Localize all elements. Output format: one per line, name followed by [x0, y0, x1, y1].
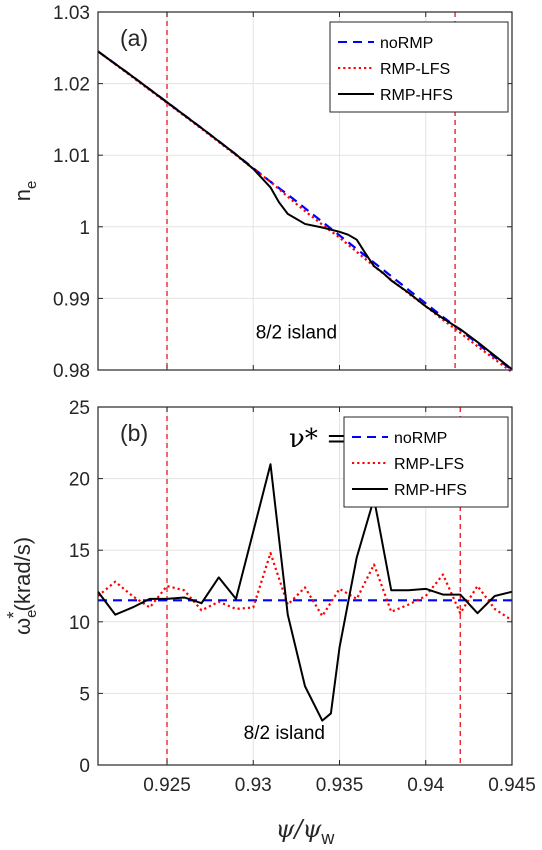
panel-a: 0.98 0.99 1 1.01 1.02 1.03 ne (a) 8/2 island noRM… — [10, 3, 513, 382]
y-tick-label: 1.02 — [53, 75, 90, 96]
axes-frame — [97, 406, 513, 766]
x-tick-label: 0.935 — [316, 775, 364, 796]
x-tick-label: 0.945 — [488, 775, 536, 796]
y-tick-label: 5 — [79, 684, 90, 705]
legend-label: RMP-HFS — [394, 482, 467, 499]
y-tick-label: 0.99 — [53, 289, 90, 310]
x-tick-label: 0.925 — [143, 775, 191, 796]
legend-box — [343, 416, 509, 508]
y-tick-label: 10 — [69, 613, 90, 634]
x-tick-label: 0.94 — [407, 775, 444, 796]
x-axis-label: ψ/ψw — [276, 815, 336, 848]
series-line-rmp-hfs — [97, 463, 513, 722]
y-tick-label: 1 — [79, 218, 90, 239]
legend: noRMP RMP-LFS RMP-HFS — [329, 21, 509, 113]
legend-label: noRMP — [380, 35, 433, 52]
series-line-rmp-lfs — [97, 551, 513, 622]
axes-frame — [97, 11, 513, 371]
y-tick-label: 15 — [69, 541, 90, 562]
panel-label: (a) — [120, 25, 148, 51]
legend-label: RMP-HFS — [380, 87, 453, 104]
y-axis-label: ωe*(krad/s) — [4, 537, 40, 635]
legend-label: RMP-LFS — [380, 61, 450, 78]
y-tick-label: 20 — [69, 470, 90, 491]
panel-label: (b) — [120, 420, 148, 446]
island-annotation: 8/2 island — [244, 723, 325, 744]
y-axis-label: ne — [10, 181, 40, 202]
legend: noRMP RMP-LFS RMP-HFS — [343, 416, 509, 508]
y-tick-label: 0.98 — [53, 361, 90, 382]
y-tick-label: 25 — [69, 398, 90, 419]
x-tick-label: 0.93 — [235, 775, 272, 796]
panel-b: 0 5 10 15 20 25 0.925 0.93 0.935 0.94 0.945 ωe*(kra… — [4, 398, 536, 848]
island-annotation: 8/2 island — [256, 322, 337, 343]
legend-label: noRMP — [394, 430, 447, 447]
legend-label: RMP-LFS — [394, 456, 464, 473]
series-line-rmp-hfs — [97, 50, 513, 371]
y-tick-label: 1.01 — [53, 146, 90, 167]
y-tick-label: 0 — [79, 756, 90, 777]
y-tick-label: 1.03 — [53, 3, 90, 24]
